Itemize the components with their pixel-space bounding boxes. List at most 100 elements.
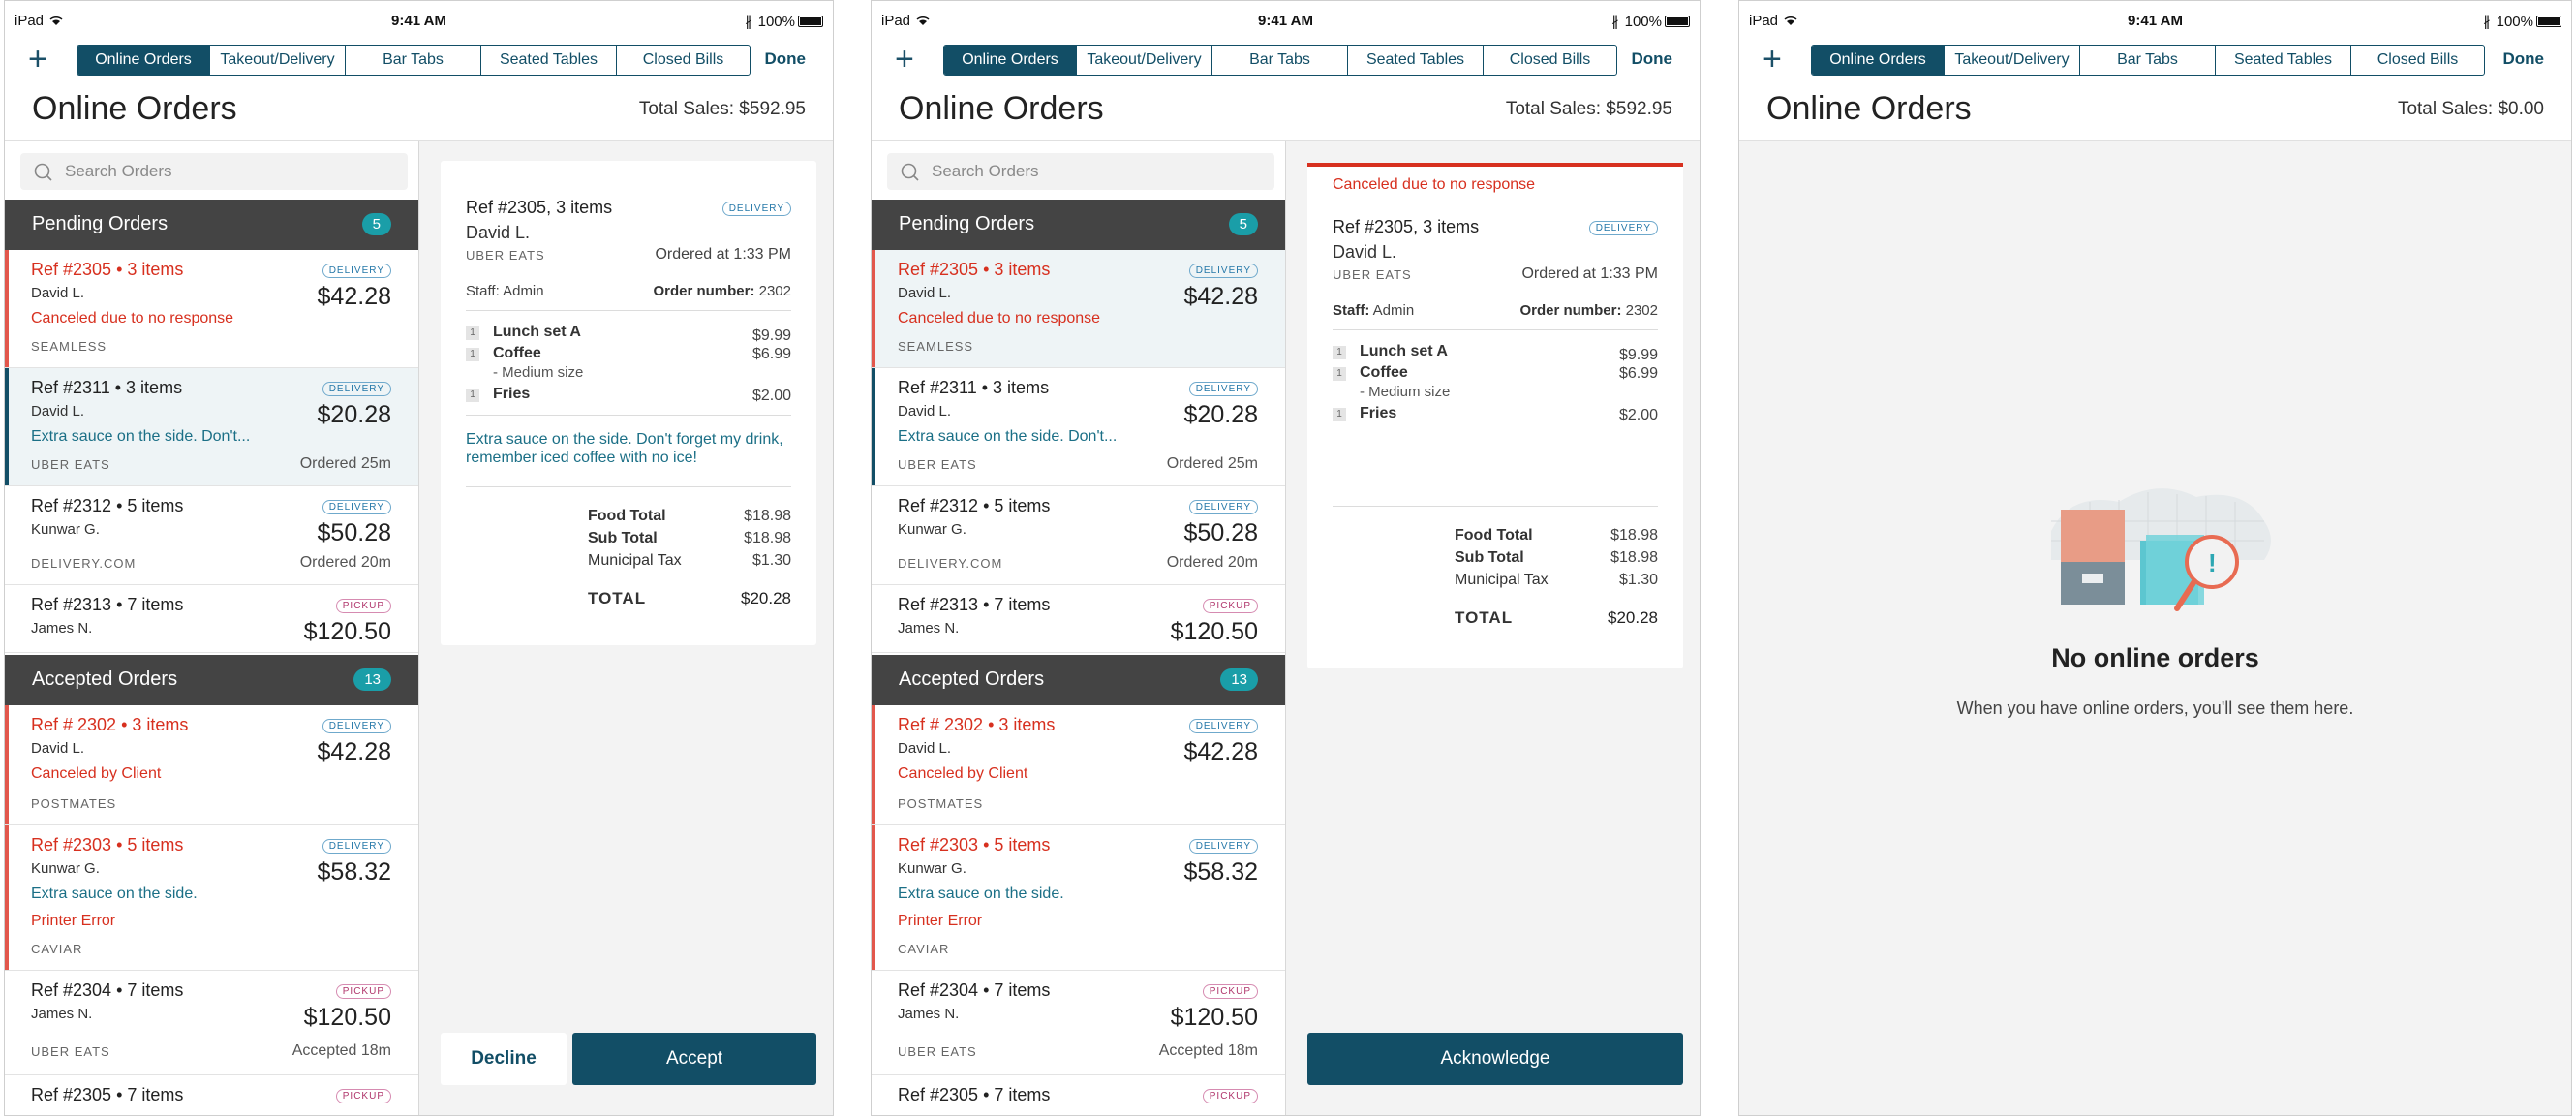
order-status-note: Canceled by Client bbox=[898, 765, 1028, 782]
section-tabs: Online Orders Takeout/Delivery Bar Tabs … bbox=[943, 45, 1617, 76]
status-bar: iPad 9:41 AM ∦ 100% bbox=[1739, 1, 2571, 40]
done-button[interactable]: Done bbox=[2502, 49, 2545, 68]
order-row[interactable]: Ref #2313 • 7 items James N. PICKUP $120… bbox=[5, 585, 418, 653]
order-detail-pane: Ref #2305, 3 items DELIVERY David L. UBE… bbox=[419, 141, 833, 1115]
ipad-screen-canceled-detail: iPad 9:41 AM ∦ 100% + Online Orders Takeo… bbox=[871, 0, 1701, 1116]
order-time: Ordered 25m bbox=[299, 455, 391, 472]
customer-name: James N. bbox=[898, 1006, 960, 1022]
order-note: Extra sauce on the side. bbox=[898, 886, 1064, 902]
cancel-message: Canceled due to no response bbox=[1333, 176, 1536, 193]
order-source: CAVIAR bbox=[898, 942, 950, 956]
customer-name: David L. bbox=[898, 285, 952, 301]
count-badge: 5 bbox=[361, 213, 391, 235]
group-title: Accepted Orders bbox=[899, 668, 1045, 690]
battery-percent: 100% bbox=[2496, 14, 2533, 30]
tab-seated-tables[interactable]: Seated Tables bbox=[2215, 46, 2350, 75]
accepted-orders-header: Accepted Orders 13 bbox=[5, 655, 418, 705]
tab-takeout-delivery[interactable]: Takeout/Delivery bbox=[1076, 46, 1211, 75]
order-ref: Ref #2305 • 7 items bbox=[898, 1085, 1051, 1104]
order-row[interactable]: Ref #2304 • 7 items James N. UBER EATS P… bbox=[5, 971, 418, 1075]
tab-takeout-delivery[interactable]: Takeout/Delivery bbox=[1944, 46, 2079, 75]
total-sales: Total Sales: $592.95 bbox=[638, 99, 806, 119]
delivery-badge: DELIVERY bbox=[721, 202, 791, 216]
tab-online-orders[interactable]: Online Orders bbox=[1812, 46, 1944, 75]
order-row[interactable]: Ref #2303 • 5 items Kunwar G. Extra sauc… bbox=[5, 825, 418, 971]
detail-source: UBER EATS bbox=[466, 248, 545, 263]
tab-closed-bills[interactable]: Closed Bills bbox=[616, 46, 750, 75]
order-ref: Ref # 2302 • 3 items bbox=[898, 715, 1056, 734]
order-row[interactable]: Ref # 2302 • 3 items David L. Canceled b… bbox=[872, 705, 1285, 825]
search-input[interactable]: Search Orders bbox=[887, 153, 1274, 190]
order-row[interactable]: Ref #2305 • 7 items PICKUP bbox=[872, 1075, 1285, 1115]
order-row[interactable]: Ref #2305 • 7 items PICKUP bbox=[5, 1075, 418, 1115]
line-item: 1 Coffee $6.99- Medium size bbox=[1333, 364, 1658, 400]
tab-bar-tabs[interactable]: Bar Tabs bbox=[345, 46, 480, 75]
tab-online-orders[interactable]: Online Orders bbox=[77, 46, 209, 75]
order-source: SEAMLESS bbox=[31, 339, 107, 354]
tab-seated-tables[interactable]: Seated Tables bbox=[480, 46, 616, 75]
detail-source: UBER EATS bbox=[1333, 267, 1412, 282]
order-row[interactable]: Ref #2312 • 5 items Kunwar G. DELIVERY.C… bbox=[5, 486, 418, 585]
acknowledge-button[interactable]: Acknowledge bbox=[1307, 1033, 1683, 1085]
customer-name: James N. bbox=[31, 1006, 93, 1022]
add-icon[interactable]: + bbox=[1763, 41, 1782, 78]
accept-button[interactable]: Accept bbox=[572, 1033, 816, 1085]
decline-button[interactable]: Decline bbox=[441, 1033, 567, 1085]
order-row[interactable]: Ref #2305 • 3 items David L. Canceled du… bbox=[872, 250, 1285, 368]
detail-ordered-at: Ordered at 1:33 PM bbox=[1521, 265, 1658, 282]
special-instructions: Extra sauce on the side. Don't forget my… bbox=[466, 431, 783, 466]
tax: Municipal Tax $1.30 bbox=[1455, 572, 1658, 588]
food-total: Food Total $18.98 bbox=[588, 508, 791, 524]
count-badge: 13 bbox=[353, 668, 391, 691]
tab-closed-bills[interactable]: Closed Bills bbox=[1483, 46, 1616, 75]
pending-orders-header: Pending Orders 5 bbox=[872, 200, 1285, 250]
tab-bar-tabs[interactable]: Bar Tabs bbox=[2079, 46, 2215, 75]
delivery-badge: DELIVERY bbox=[1188, 719, 1258, 733]
add-icon[interactable]: + bbox=[895, 41, 914, 78]
order-status-note: Canceled due to no response bbox=[898, 310, 1101, 326]
tab-closed-bills[interactable]: Closed Bills bbox=[2350, 46, 2484, 75]
detail-order-number: Order number: 2302 bbox=[653, 283, 791, 299]
order-note: Extra sauce on the side. Don't... bbox=[898, 428, 1118, 445]
order-row[interactable]: Ref #2311 • 3 items David L. Extra sauce… bbox=[872, 368, 1285, 486]
customer-name: Kunwar G. bbox=[898, 521, 966, 538]
delivery-badge: DELIVERY bbox=[322, 500, 391, 514]
add-icon[interactable]: + bbox=[28, 41, 47, 78]
search-icon bbox=[901, 163, 919, 181]
order-source: UBER EATS bbox=[898, 1044, 977, 1059]
done-button[interactable]: Done bbox=[1631, 49, 1673, 68]
order-row[interactable]: Ref #2312 • 5 items Kunwar G. DELIVERY.C… bbox=[872, 486, 1285, 585]
detail-ordered-at: Ordered at 1:33 PM bbox=[655, 246, 791, 263]
order-source: CAVIAR bbox=[31, 942, 83, 956]
tab-takeout-delivery[interactable]: Takeout/Delivery bbox=[209, 46, 345, 75]
detail-staff: Staff: Admin bbox=[466, 283, 544, 299]
order-row[interactable]: Ref #2303 • 5 items Kunwar G. Extra sauc… bbox=[872, 825, 1285, 971]
order-note: Extra sauce on the side. Don't... bbox=[31, 428, 251, 445]
customer-name: Kunwar G. bbox=[31, 521, 100, 538]
section-tabs: Online Orders Takeout/Delivery Bar Tabs … bbox=[77, 45, 751, 76]
order-row[interactable]: Ref #2304 • 7 items James N. UBER EATS P… bbox=[872, 971, 1285, 1075]
pending-orders-header: Pending Orders 5 bbox=[5, 200, 418, 250]
order-row[interactable]: Ref #2305 • 3 items David L. Canceled du… bbox=[5, 250, 418, 368]
tab-bar-tabs[interactable]: Bar Tabs bbox=[1211, 46, 1347, 75]
order-source: UBER EATS bbox=[31, 457, 110, 472]
search-placeholder: Search Orders bbox=[65, 162, 172, 180]
search-input[interactable]: Search Orders bbox=[20, 153, 408, 190]
delivery-badge: DELIVERY bbox=[1188, 382, 1258, 396]
battery-icon bbox=[2536, 16, 2561, 27]
order-row[interactable]: Ref #2313 • 7 items James N. PICKUP $120… bbox=[872, 585, 1285, 653]
order-price: $120.50 bbox=[1170, 618, 1258, 645]
bluetooth-icon: ∦ bbox=[745, 14, 752, 30]
order-status-note: Printer Error bbox=[898, 913, 983, 929]
tab-online-orders[interactable]: Online Orders bbox=[944, 46, 1076, 75]
order-row[interactable]: Ref #2311 • 3 items David L. Extra sauce… bbox=[5, 368, 418, 486]
done-button[interactable]: Done bbox=[764, 49, 807, 68]
order-source: SEAMLESS bbox=[898, 339, 974, 354]
order-source: POSTMATES bbox=[898, 796, 984, 811]
order-row[interactable]: Ref # 2302 • 3 items David L. Canceled b… bbox=[5, 705, 418, 825]
tab-seated-tables[interactable]: Seated Tables bbox=[1347, 46, 1483, 75]
wifi-icon bbox=[49, 16, 63, 25]
order-price: $20.28 bbox=[317, 401, 391, 428]
search-placeholder: Search Orders bbox=[932, 162, 1039, 180]
order-ref: Ref #2312 • 5 items bbox=[898, 496, 1051, 515]
